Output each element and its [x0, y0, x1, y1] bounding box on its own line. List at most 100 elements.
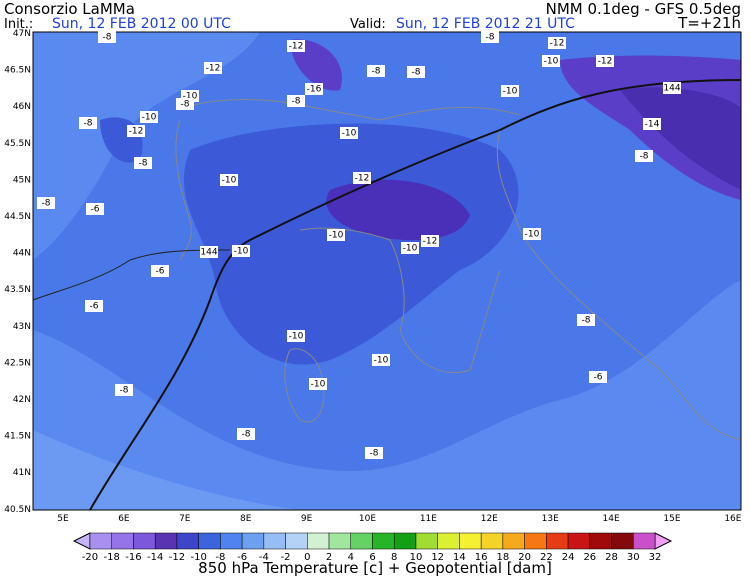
- colorbar-segment: [285, 532, 308, 550]
- colorbar-tick-label: 6: [369, 552, 375, 563]
- lat-label: 42N: [13, 395, 31, 405]
- lat-label: 45N: [13, 175, 31, 185]
- contour-label-box: [134, 157, 152, 169]
- lon-label: 10E: [359, 514, 376, 524]
- contour-label: -8: [42, 199, 51, 209]
- contour-label-box: [287, 40, 305, 52]
- colorbar-tick-label: -6: [237, 552, 247, 563]
- colorbar-segment: [328, 532, 352, 550]
- colorbar-segment: [415, 532, 438, 550]
- colorbar-tick-label: 28: [605, 552, 618, 563]
- contour-label: -8: [120, 386, 129, 396]
- contour-label-box: [232, 245, 250, 257]
- contour-label-box: [98, 31, 116, 43]
- colorbar-tick-label: 16: [475, 552, 488, 563]
- contour-label-box: [127, 125, 145, 137]
- colorbar-tick-label: -10: [190, 552, 206, 563]
- contour-label: -10: [183, 92, 198, 102]
- lat-label: 41.5N: [4, 432, 31, 442]
- contour-label-box: [596, 55, 614, 67]
- colorbar-tick-label: 14: [453, 552, 466, 563]
- contour-label: -8: [103, 33, 112, 43]
- contour-label-box: [421, 235, 439, 247]
- contour-label: -10: [525, 230, 540, 240]
- colorbar-segment: [589, 532, 612, 550]
- colorbar-tick-label: -4: [259, 552, 269, 563]
- contour-label-box: [635, 150, 653, 162]
- colorbar-segment: [546, 532, 569, 550]
- contour-label: -10: [503, 87, 518, 97]
- colorbar-segment: [154, 532, 178, 550]
- lon-label: 14E: [603, 514, 620, 524]
- contour-label: -10: [342, 129, 357, 139]
- contour-label: -6: [91, 205, 100, 215]
- contour-label-box: [372, 354, 390, 366]
- init: Sun, 12 FEB 2012 00 UTC: [52, 16, 231, 32]
- colorbar-tick-label: -8: [215, 552, 225, 563]
- contour-label: -10: [329, 231, 344, 241]
- colorbar-tick-label: 24: [562, 552, 575, 563]
- colorbar-segment: [111, 532, 134, 550]
- contour-label-box: [407, 66, 425, 78]
- contour-label-box: [37, 197, 55, 209]
- contour-label-box: [140, 111, 158, 123]
- colorbar-tick-label: -12: [169, 552, 185, 563]
- contour-label: -8: [412, 68, 421, 78]
- colorbar-tick-label: 30: [627, 552, 640, 563]
- colorbar-segment: [502, 532, 525, 550]
- contour-label: -8: [582, 316, 591, 326]
- contour-label: -10: [222, 176, 237, 186]
- contour-label-box: [287, 95, 305, 107]
- contour-label-box: [643, 118, 661, 130]
- contour-label: -8: [372, 67, 381, 77]
- contour-label-box: [204, 62, 222, 74]
- contour-label-box: [200, 246, 218, 258]
- contour-label: -12: [355, 174, 370, 184]
- contour-label: -6: [90, 302, 99, 312]
- contour-label: -8: [370, 449, 379, 459]
- colorbar-segment: [611, 532, 634, 550]
- contour-label-box: [589, 371, 607, 383]
- colorbar-tick-label: -2: [281, 552, 291, 563]
- colorbar-tick-label: -20: [82, 552, 98, 563]
- colorbar-tick-label: 2: [326, 552, 332, 563]
- colorbar-tick-label: 12: [431, 552, 444, 563]
- contour-label: -10: [374, 356, 389, 366]
- contour-label-box: [115, 384, 133, 396]
- contour-label: -10: [403, 244, 418, 254]
- colorbar-tick-label: -16: [125, 552, 141, 563]
- colorbar-segment: [524, 532, 547, 550]
- colorbar-tick-label: -18: [104, 552, 120, 563]
- contour-label: -10: [311, 380, 326, 390]
- contour-label-box: [79, 117, 97, 129]
- contour-label-box: [365, 447, 383, 459]
- lat-label: 43N: [13, 322, 31, 332]
- map-frame: [32, 31, 742, 511]
- colorbar-segment: [241, 532, 265, 550]
- contour-label: -10: [142, 113, 157, 123]
- contour-label: -10: [544, 57, 559, 67]
- colorbar-tick-label: 4: [348, 552, 354, 563]
- lat-label: 42.5N: [4, 358, 31, 368]
- colorbar-tick-label: 10: [410, 552, 423, 563]
- contour-label: -8: [139, 159, 148, 169]
- colorbar-segment: [176, 532, 199, 550]
- lon-label: 13E: [542, 514, 559, 524]
- contour-label-box: [401, 242, 419, 254]
- contour-label-box: [367, 65, 385, 77]
- colorbar-segment: [459, 532, 482, 550]
- colorbar-segment: [133, 532, 156, 550]
- colorbar-high: [654, 532, 673, 550]
- contour-label: -10: [289, 332, 304, 342]
- contour-label: -8: [640, 152, 649, 162]
- contour-label-box: [151, 265, 169, 277]
- colorbar-tick-label: -14: [147, 552, 163, 563]
- contour-label: -8: [292, 97, 301, 107]
- contour-label-box: [663, 82, 681, 94]
- colorbar-segment: [220, 532, 243, 550]
- contour-label-box: [542, 55, 560, 67]
- colorbar-segment: [89, 532, 112, 550]
- colorbar-tick-label: 32: [649, 552, 662, 563]
- contour-label-box: [577, 314, 595, 326]
- lat-label: 43.5N: [4, 285, 31, 295]
